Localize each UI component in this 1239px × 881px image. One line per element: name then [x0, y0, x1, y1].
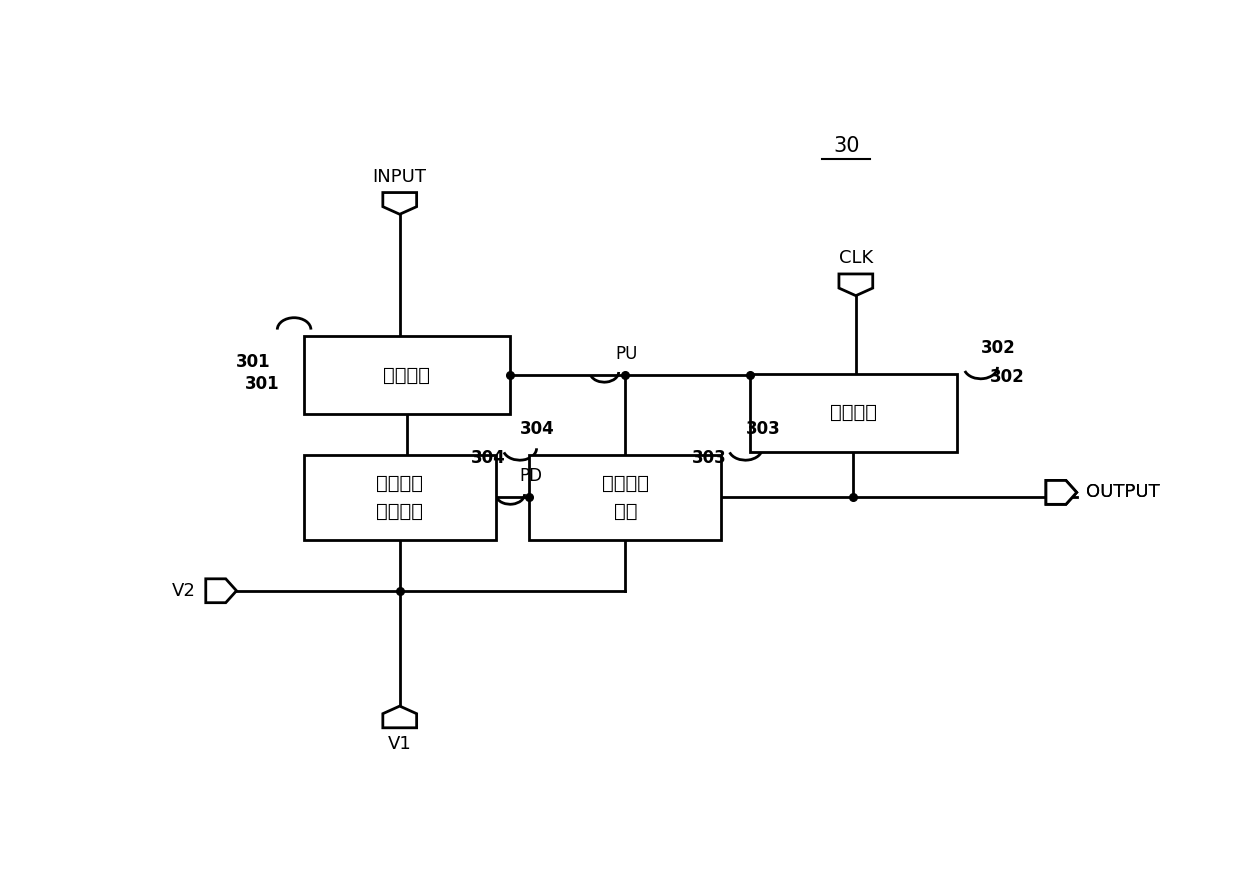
Text: PD: PD — [520, 467, 543, 485]
Polygon shape — [1046, 480, 1077, 504]
Text: OUTPUT: OUTPUT — [1087, 484, 1160, 501]
Text: 304: 304 — [520, 420, 555, 438]
Text: 302: 302 — [990, 368, 1025, 386]
Text: V2: V2 — [172, 581, 196, 600]
Text: 302: 302 — [981, 338, 1016, 357]
Text: CLK: CLK — [839, 249, 873, 267]
Text: 303: 303 — [691, 449, 726, 468]
Text: 301: 301 — [245, 374, 280, 393]
Text: 下拉节点
控制电路: 下拉节点 控制电路 — [377, 474, 424, 521]
Polygon shape — [206, 579, 237, 603]
Polygon shape — [383, 193, 416, 214]
Text: 303: 303 — [746, 420, 781, 438]
Polygon shape — [839, 274, 872, 296]
Text: 复位降噪
电路: 复位降噪 电路 — [602, 474, 649, 521]
Polygon shape — [383, 706, 416, 728]
Text: V1: V1 — [388, 735, 411, 752]
Bar — [304, 337, 510, 414]
Bar — [304, 455, 496, 540]
Text: 304: 304 — [471, 449, 506, 468]
Text: 301: 301 — [235, 353, 270, 371]
Text: 输出电路: 输出电路 — [830, 403, 877, 422]
Bar — [751, 374, 957, 452]
Polygon shape — [1046, 480, 1077, 504]
Text: PU: PU — [616, 345, 638, 363]
Bar — [529, 455, 721, 540]
Text: 输入电路: 输入电路 — [383, 366, 430, 385]
Text: INPUT: INPUT — [373, 167, 426, 186]
Text: 30: 30 — [833, 137, 860, 157]
Text: OUTPUT: OUTPUT — [1087, 484, 1160, 501]
